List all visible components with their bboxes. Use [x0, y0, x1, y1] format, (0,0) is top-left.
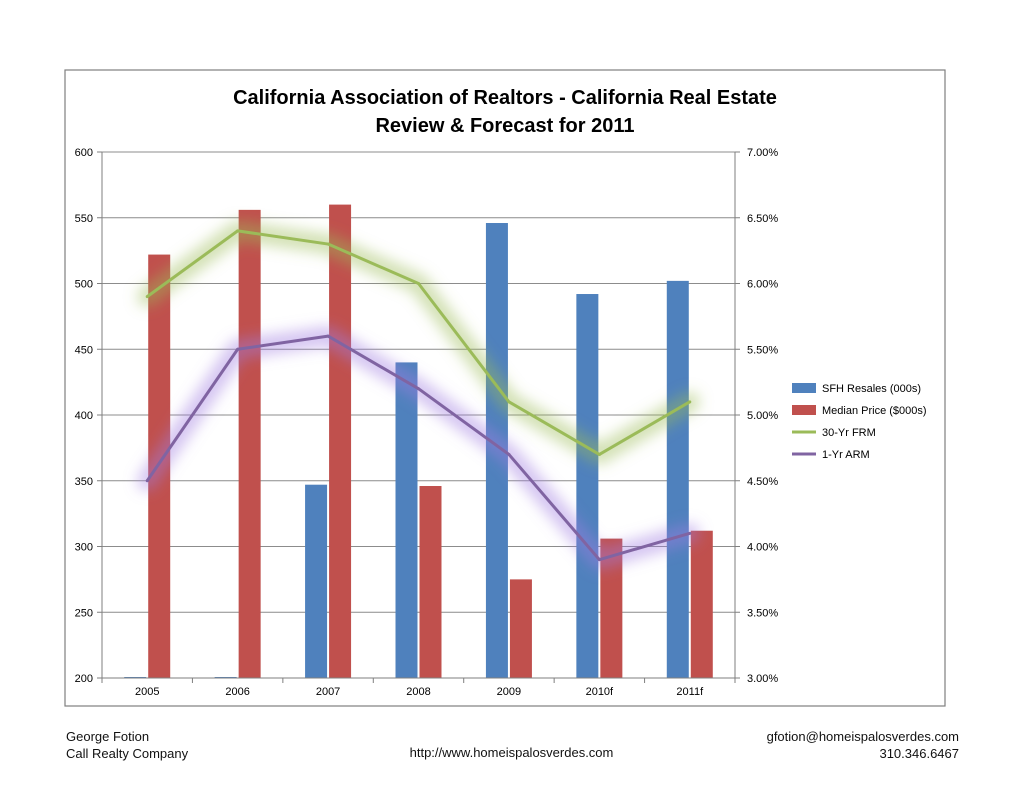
- left-axis-tick-label: 300: [75, 542, 93, 554]
- legend-swatch-bar: [792, 405, 816, 415]
- chart-title-line-1: California Association of Realtors - Cal…: [233, 87, 777, 109]
- x-axis-tick-label: 2005: [135, 686, 159, 698]
- x-axis-tick-label: 2010f: [586, 686, 614, 698]
- point-arm-1yr: [597, 558, 601, 562]
- point-arm-1yr: [507, 452, 511, 456]
- left-axis-tick-label: 450: [75, 344, 93, 356]
- point-arm-1yr: [236, 347, 240, 351]
- right-axis-tick-label: 5.00%: [747, 410, 778, 422]
- footer-contact-right: gfotion@homeispalosverdes.com 310.346.64…: [767, 728, 959, 762]
- bar-sfh-resales: [395, 362, 418, 678]
- axes: 200 250 300 350 400 450 500 550 600 3.00% 3.50% 4.0…: [75, 147, 779, 698]
- point-frm-30yr: [597, 452, 601, 456]
- bar-median-price: [509, 579, 532, 678]
- legend-swatch-bar: [792, 383, 816, 393]
- bar-median-price: [600, 538, 623, 678]
- right-axis-tick-label: 6.50%: [747, 213, 778, 225]
- footer-website[interactable]: http://www.homeispalosverdes.com: [409, 745, 614, 760]
- bar-sfh-resales: [666, 280, 689, 678]
- right-axis-tick-label: 4.00%: [747, 542, 778, 554]
- legend-label: 30-Yr FRM: [822, 427, 876, 439]
- footer-contact: George Fotion Call Realty Company: [66, 728, 188, 762]
- point-arm-1yr: [417, 387, 420, 391]
- legend-label: 1-Yr ARM: [822, 449, 870, 461]
- point-frm-30yr: [326, 242, 330, 246]
- footer-company: Call Realty Company: [66, 746, 189, 761]
- right-axis-tick-label: 5.50%: [747, 344, 778, 356]
- x-axis-tick-label: 2011f: [676, 686, 704, 698]
- right-axis-tick-label: 6.00%: [747, 279, 778, 291]
- point-frm-30yr: [688, 400, 692, 404]
- point-frm-30yr: [507, 400, 511, 404]
- point-frm-30yr: [236, 229, 240, 233]
- point-frm-30yr: [417, 282, 420, 285]
- legend: SFH Resales (000s) Median Price ($000s) 30…: [792, 383, 927, 461]
- point-frm-30yr: [145, 295, 149, 299]
- right-axis-tick-label: 4.50%: [747, 476, 778, 488]
- footer-email[interactable]: gfotion@homeispalosverdes.com: [766, 729, 959, 744]
- chart-title-line-2: Review & Forecast for 2011: [375, 115, 634, 137]
- point-arm-1yr: [326, 334, 330, 338]
- legend-label: Median Price ($000s): [822, 405, 927, 417]
- right-axis-tick-label: 7.00%: [747, 147, 778, 159]
- left-axis-tick-label: 200: [75, 673, 93, 685]
- bar-sfh-resales: [576, 294, 599, 678]
- lines: [137, 220, 700, 570]
- left-axis-tick-label: 350: [75, 476, 93, 488]
- x-axis-tick-label: 2006: [225, 686, 249, 698]
- left-axis-tick-label: 250: [75, 607, 93, 619]
- bar-median-price: [329, 204, 352, 678]
- point-arm-1yr: [688, 531, 692, 535]
- right-axis-tick-label: 3.50%: [747, 607, 778, 619]
- bar-sfh-resales: [305, 484, 328, 678]
- footer-name: George Fotion: [66, 729, 150, 744]
- footer-phone: 310.346.6467: [879, 746, 959, 761]
- bar-median-price: [690, 530, 713, 678]
- bar-median-price: [238, 209, 261, 679]
- right-axis-tick-label: 3.00%: [747, 673, 778, 685]
- x-axis-tick-label: 2007: [316, 686, 340, 698]
- left-axis-tick-label: 550: [75, 213, 93, 225]
- point-arm-1yr: [145, 479, 149, 483]
- left-axis-tick-label: 600: [75, 147, 93, 159]
- x-axis-tick-label: 2008: [406, 686, 430, 698]
- bar-median-price: [419, 486, 442, 678]
- x-axis-tick-label: 2009: [497, 686, 521, 698]
- left-axis-tick-label: 400: [75, 410, 93, 422]
- left-axis-tick-label: 500: [75, 279, 93, 291]
- legend-label: SFH Resales (000s): [822, 383, 921, 395]
